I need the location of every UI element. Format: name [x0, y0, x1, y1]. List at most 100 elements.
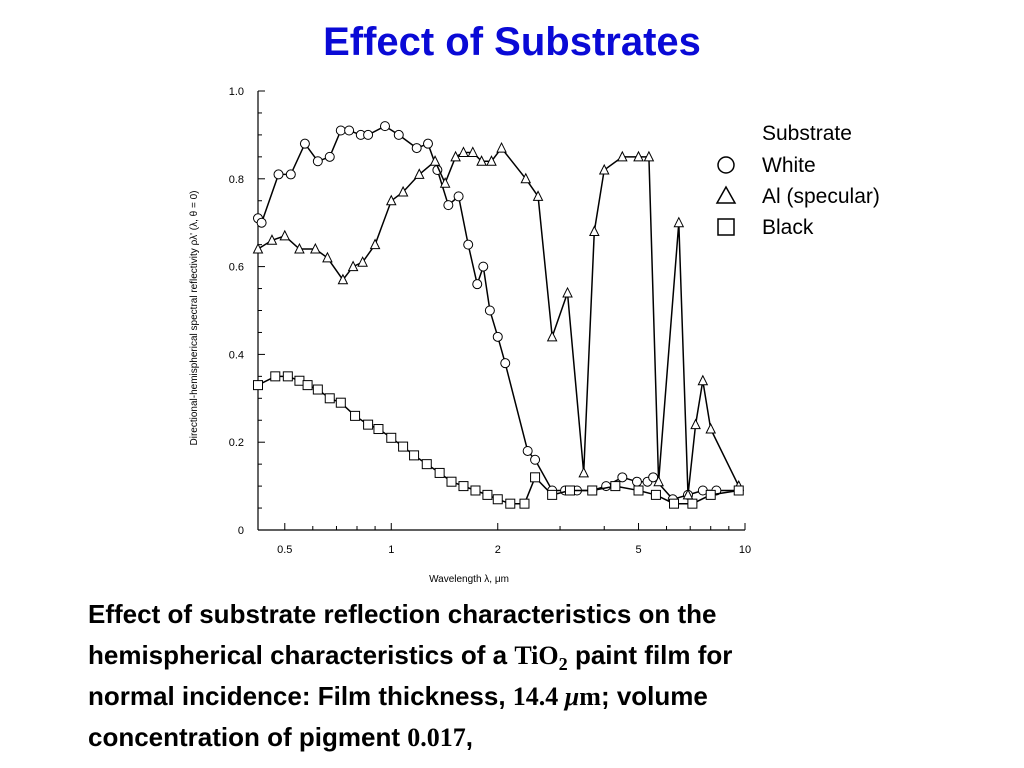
data-point-white [299, 138, 310, 149]
data-point-black [386, 432, 397, 443]
data-point-white [344, 125, 355, 136]
y-tick-label: 1.0 [229, 86, 244, 98]
data-point-black [434, 467, 445, 478]
data-point-black [470, 485, 481, 496]
data-point-al-specular [369, 238, 381, 250]
data-point-black [294, 375, 305, 386]
data-point-black [282, 371, 293, 382]
caption-line-2-start: hemispherical characteristics of a [88, 640, 515, 670]
caption-line-1: Effect of substrate reflection character… [88, 599, 717, 629]
data-point-al-specular [385, 194, 397, 206]
data-point-al-specular [458, 146, 469, 157]
data-point-black [633, 485, 644, 496]
y-axis-title: Directional-hemispherical spectral refle… [189, 191, 200, 446]
caption-tio-subscript: 2 [558, 654, 568, 675]
data-point-white [411, 143, 422, 154]
data-point-white [648, 472, 659, 483]
data-point-black [519, 498, 530, 509]
data-point-white [273, 169, 284, 180]
data-point-white [393, 129, 404, 140]
data-point-black [687, 498, 698, 509]
caption-line-2: hemispherical characteristics of a TiO2 … [88, 635, 988, 676]
data-point-black [324, 393, 335, 404]
data-point-al-specular [643, 150, 655, 162]
caption-tio-text: TiO [514, 641, 559, 670]
x-tick-label: 0.5 [277, 544, 292, 556]
data-point-al-specular [532, 190, 544, 201]
legend-title: Substrate [762, 122, 852, 145]
slide-title: Effect of Substrates [323, 20, 701, 64]
data-point-black [409, 450, 420, 461]
series-black [253, 371, 744, 509]
data-point-black [373, 424, 384, 435]
data-point-black [482, 489, 493, 500]
data-point-al-specular [589, 225, 600, 236]
caption-line-4-end: , [465, 722, 473, 752]
data-point-black [421, 459, 432, 470]
caption-tio2: TiO2 [514, 641, 567, 673]
data-point-al-specular [397, 185, 409, 197]
data-point-al-specular [476, 155, 487, 166]
data-point-black [705, 489, 716, 500]
data-point-white [530, 454, 541, 465]
data-point-black [587, 485, 598, 496]
caption-unit-m: m [579, 682, 601, 711]
data-point-black [253, 380, 263, 391]
data-point-al-specular [357, 256, 368, 267]
data-point-white [453, 191, 464, 202]
data-point-black [335, 397, 346, 408]
data-point-al-specular [266, 234, 278, 245]
series-al-specular [252, 141, 745, 500]
y-tick-label: 0 [238, 525, 244, 537]
data-point-black [363, 419, 374, 430]
data-point-al-specular [673, 216, 685, 228]
data-point-al-specular [486, 155, 497, 166]
data-point-white [631, 476, 642, 487]
reflectivity-chart: 0 0.2 0.4 0.6 0.8 1.0 0.5 1 2 5 10 Wavelength λ, μm… [189, 86, 880, 585]
caption-line-3-end: ; volume [600, 681, 708, 711]
data-point-al-specular [279, 229, 291, 241]
data-point-black [302, 380, 313, 391]
data-point-white [422, 138, 433, 149]
data-point-white [324, 151, 335, 162]
data-point-black [733, 485, 744, 496]
caption-line-4: concentration of pigment 0.017, [88, 717, 988, 758]
caption-thickness-value: 14.4 [512, 682, 565, 711]
data-point-white [484, 305, 495, 316]
data-point-black [564, 485, 575, 496]
data-point-al-specular [697, 374, 709, 386]
data-point-al-specular [310, 242, 321, 254]
data-point-al-specular [496, 141, 507, 153]
data-point-black [446, 476, 457, 487]
data-point-white [601, 481, 612, 492]
legend-marker-black [717, 218, 735, 236]
data-point-black [492, 494, 503, 505]
caption-line-2-end: paint film for [567, 640, 733, 670]
data-point-black [650, 489, 661, 500]
data-point-al-specular [705, 422, 717, 434]
series-line-white [257, 125, 739, 501]
data-point-white [335, 125, 346, 136]
data-point-white [522, 445, 533, 456]
data-point-black [398, 441, 409, 452]
data-point-al-specular [252, 242, 264, 254]
data-point-black [610, 481, 621, 492]
x-tick-label: 2 [495, 544, 501, 556]
data-point-al-specular [429, 155, 441, 166]
data-point-al-specular [562, 286, 573, 298]
data-point-white [500, 358, 511, 369]
data-point-al-specular [520, 172, 532, 184]
data-point-black [270, 371, 281, 382]
axes: 0 0.2 0.4 0.6 0.8 1.0 0.5 1 2 5 10 Wavelength λ, μm… [189, 86, 751, 585]
caption-mu-symbol: μ [564, 682, 580, 711]
data-point-white [256, 217, 267, 228]
data-point-black [505, 498, 516, 509]
caption-concentration-value: 0.017 [407, 723, 466, 752]
data-point-white [285, 169, 296, 180]
data-point-black [530, 472, 541, 483]
y-tick-label: 0.4 [229, 349, 244, 361]
series-white [253, 121, 744, 505]
data-point-al-specular [413, 168, 425, 179]
data-point-black [547, 489, 558, 500]
data-point-al-specular [633, 150, 644, 162]
